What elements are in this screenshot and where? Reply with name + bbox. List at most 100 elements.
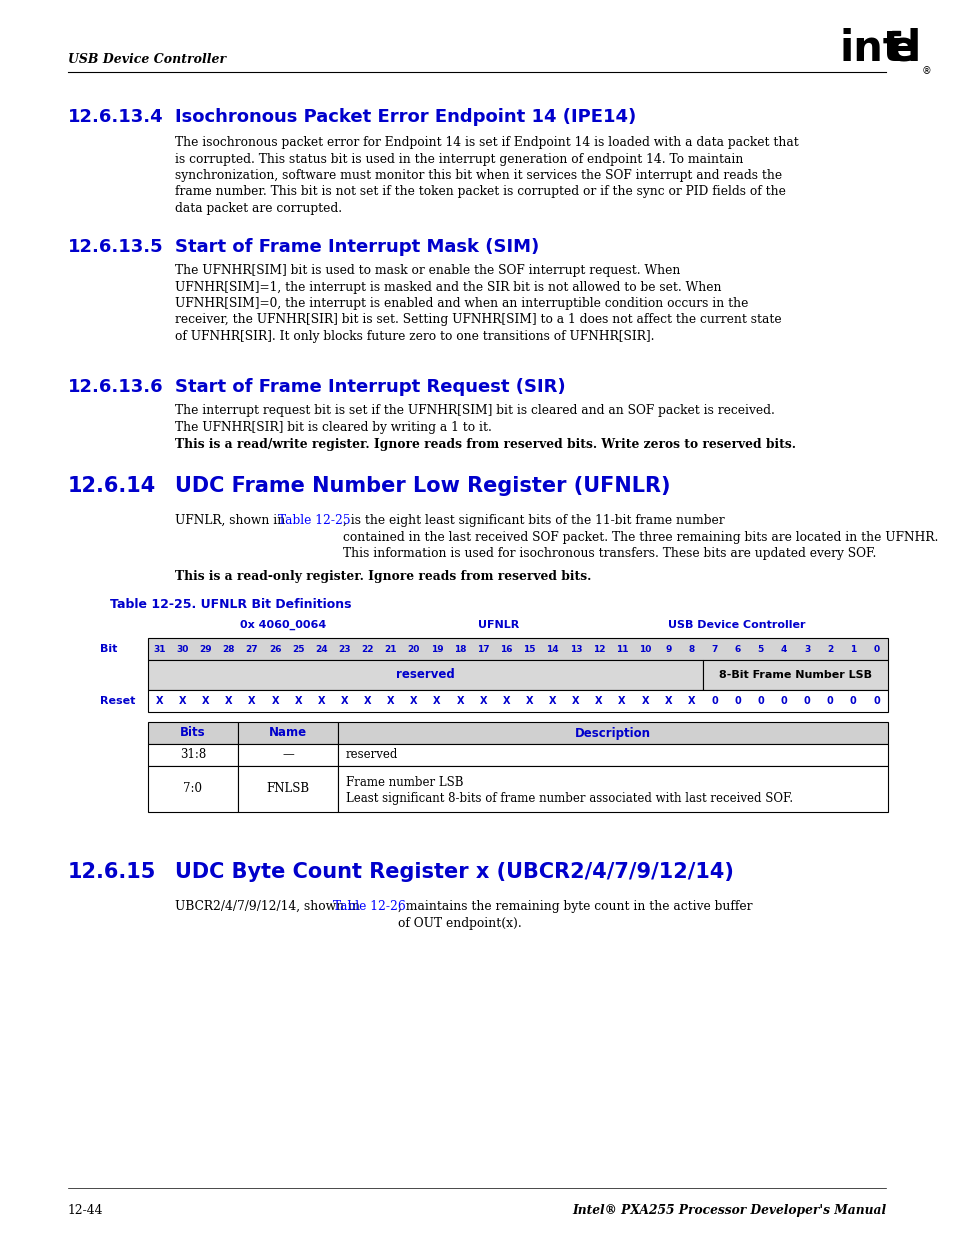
Text: 10: 10: [639, 645, 651, 653]
Bar: [148, 638, 887, 659]
Text: Table 12-26: Table 12-26: [333, 900, 405, 913]
Text: e: e: [887, 28, 915, 70]
Text: 30: 30: [176, 645, 189, 653]
Text: UBCR2/4/7/9/12/14, shown in: UBCR2/4/7/9/12/14, shown in: [174, 900, 363, 913]
Text: 12.6.14: 12.6.14: [68, 475, 156, 496]
Text: Frame number LSB: Frame number LSB: [346, 776, 463, 789]
Text: X: X: [155, 697, 163, 706]
Text: 0: 0: [849, 697, 856, 706]
Text: UFNLR, shown in: UFNLR, shown in: [174, 514, 289, 527]
Text: 12.6.13.6: 12.6.13.6: [68, 378, 164, 396]
Text: X: X: [640, 697, 648, 706]
Text: Reset: Reset: [100, 697, 135, 706]
Text: 12.6.13.4: 12.6.13.4: [68, 107, 164, 126]
Text: X: X: [548, 697, 556, 706]
Text: Start of Frame Interrupt Request (SIR): Start of Frame Interrupt Request (SIR): [174, 378, 565, 396]
Text: 17: 17: [476, 645, 489, 653]
Text: 14: 14: [546, 645, 558, 653]
Text: 7: 7: [711, 645, 717, 653]
Text: USB Device Controller: USB Device Controller: [667, 620, 804, 630]
Text: The interrupt request bit is set if the UFNHR[SIM] bit is cleared and an SOF pac: The interrupt request bit is set if the …: [174, 404, 774, 433]
Bar: [337, 722, 887, 743]
Text: Start of Frame Interrupt Mask (SIM): Start of Frame Interrupt Mask (SIM): [174, 238, 538, 256]
Text: X: X: [502, 697, 510, 706]
Text: 21: 21: [384, 645, 396, 653]
Text: int: int: [840, 28, 902, 70]
Text: 12.6.15: 12.6.15: [68, 862, 156, 882]
Bar: [337, 743, 887, 766]
Text: X: X: [595, 697, 602, 706]
Text: X: X: [225, 697, 233, 706]
Text: Bit: Bit: [100, 643, 117, 655]
Bar: [237, 722, 337, 743]
Text: X: X: [433, 697, 440, 706]
Bar: [148, 766, 237, 811]
Text: X: X: [572, 697, 579, 706]
Text: 0: 0: [710, 697, 718, 706]
Text: Table 12-25: Table 12-25: [277, 514, 351, 527]
Text: 8-Bit Frame Number LSB: 8-Bit Frame Number LSB: [719, 671, 871, 680]
Bar: [702, 659, 887, 690]
Text: X: X: [202, 697, 210, 706]
Text: 0: 0: [872, 697, 879, 706]
Text: 0: 0: [826, 697, 833, 706]
Text: X: X: [456, 697, 463, 706]
Text: 25: 25: [292, 645, 304, 653]
Text: USB Device Controller: USB Device Controller: [68, 53, 226, 65]
Text: 26: 26: [269, 645, 281, 653]
Text: UDC Byte Count Register x (UBCR2/4/7/9/12/14): UDC Byte Count Register x (UBCR2/4/7/9/1…: [174, 862, 733, 882]
Text: Least significant 8-bits of frame number associated with last received SOF.: Least significant 8-bits of frame number…: [346, 792, 792, 805]
Bar: [148, 659, 702, 690]
Text: 0: 0: [734, 697, 740, 706]
Text: This is a read-only register. Ignore reads from reserved bits.: This is a read-only register. Ignore rea…: [174, 571, 591, 583]
Text: X: X: [363, 697, 371, 706]
Text: 29: 29: [199, 645, 212, 653]
Bar: [148, 690, 887, 713]
Text: 0: 0: [757, 697, 763, 706]
Text: 9: 9: [664, 645, 671, 653]
Text: X: X: [272, 697, 278, 706]
Text: X: X: [410, 697, 417, 706]
Text: 12: 12: [592, 645, 604, 653]
Bar: [148, 722, 237, 743]
Text: 20: 20: [407, 645, 419, 653]
Text: X: X: [340, 697, 348, 706]
Text: 24: 24: [314, 645, 328, 653]
Text: Isochronous Packet Error Endpoint 14 (IPE14): Isochronous Packet Error Endpoint 14 (IP…: [174, 107, 636, 126]
Text: 23: 23: [338, 645, 351, 653]
Text: 19: 19: [431, 645, 443, 653]
Text: X: X: [294, 697, 302, 706]
Text: 15: 15: [523, 645, 536, 653]
Text: X: X: [479, 697, 487, 706]
Text: 0: 0: [872, 645, 879, 653]
Text: 18: 18: [454, 645, 466, 653]
Text: Bits: Bits: [180, 726, 206, 740]
Text: X: X: [618, 697, 625, 706]
Text: 2: 2: [826, 645, 832, 653]
Text: ®: ®: [921, 65, 931, 77]
Text: 11: 11: [616, 645, 628, 653]
Text: 31:8: 31:8: [180, 748, 206, 762]
Text: 16: 16: [499, 645, 512, 653]
Text: l: l: [906, 28, 921, 70]
Text: , maintains the remaining byte count in the active buffer
of OUT endpoint(x).: , maintains the remaining byte count in …: [397, 900, 752, 930]
Text: 22: 22: [361, 645, 374, 653]
Text: 4: 4: [780, 645, 786, 653]
Text: Intel® PXA255 Processor Developer's Manual: Intel® PXA255 Processor Developer's Manu…: [571, 1204, 885, 1216]
Text: reserved: reserved: [395, 668, 455, 682]
Text: 27: 27: [246, 645, 258, 653]
Text: X: X: [387, 697, 395, 706]
Text: 0: 0: [802, 697, 810, 706]
Text: Table 12-25. UFNLR Bit Definitions: Table 12-25. UFNLR Bit Definitions: [110, 598, 351, 611]
Text: UDC Frame Number Low Register (UFNLR): UDC Frame Number Low Register (UFNLR): [174, 475, 670, 496]
Text: The isochronous packet error for Endpoint 14 is set if Endpoint 14 is loaded wit: The isochronous packet error for Endpoin…: [174, 136, 798, 215]
Text: X: X: [317, 697, 325, 706]
Text: FNLSB: FNLSB: [266, 783, 309, 795]
Text: 12-44: 12-44: [68, 1204, 103, 1216]
Bar: [337, 766, 887, 811]
Text: 6: 6: [734, 645, 740, 653]
Text: Description: Description: [575, 726, 650, 740]
Text: 13: 13: [569, 645, 581, 653]
Text: 31: 31: [153, 645, 166, 653]
Text: 3: 3: [803, 645, 809, 653]
